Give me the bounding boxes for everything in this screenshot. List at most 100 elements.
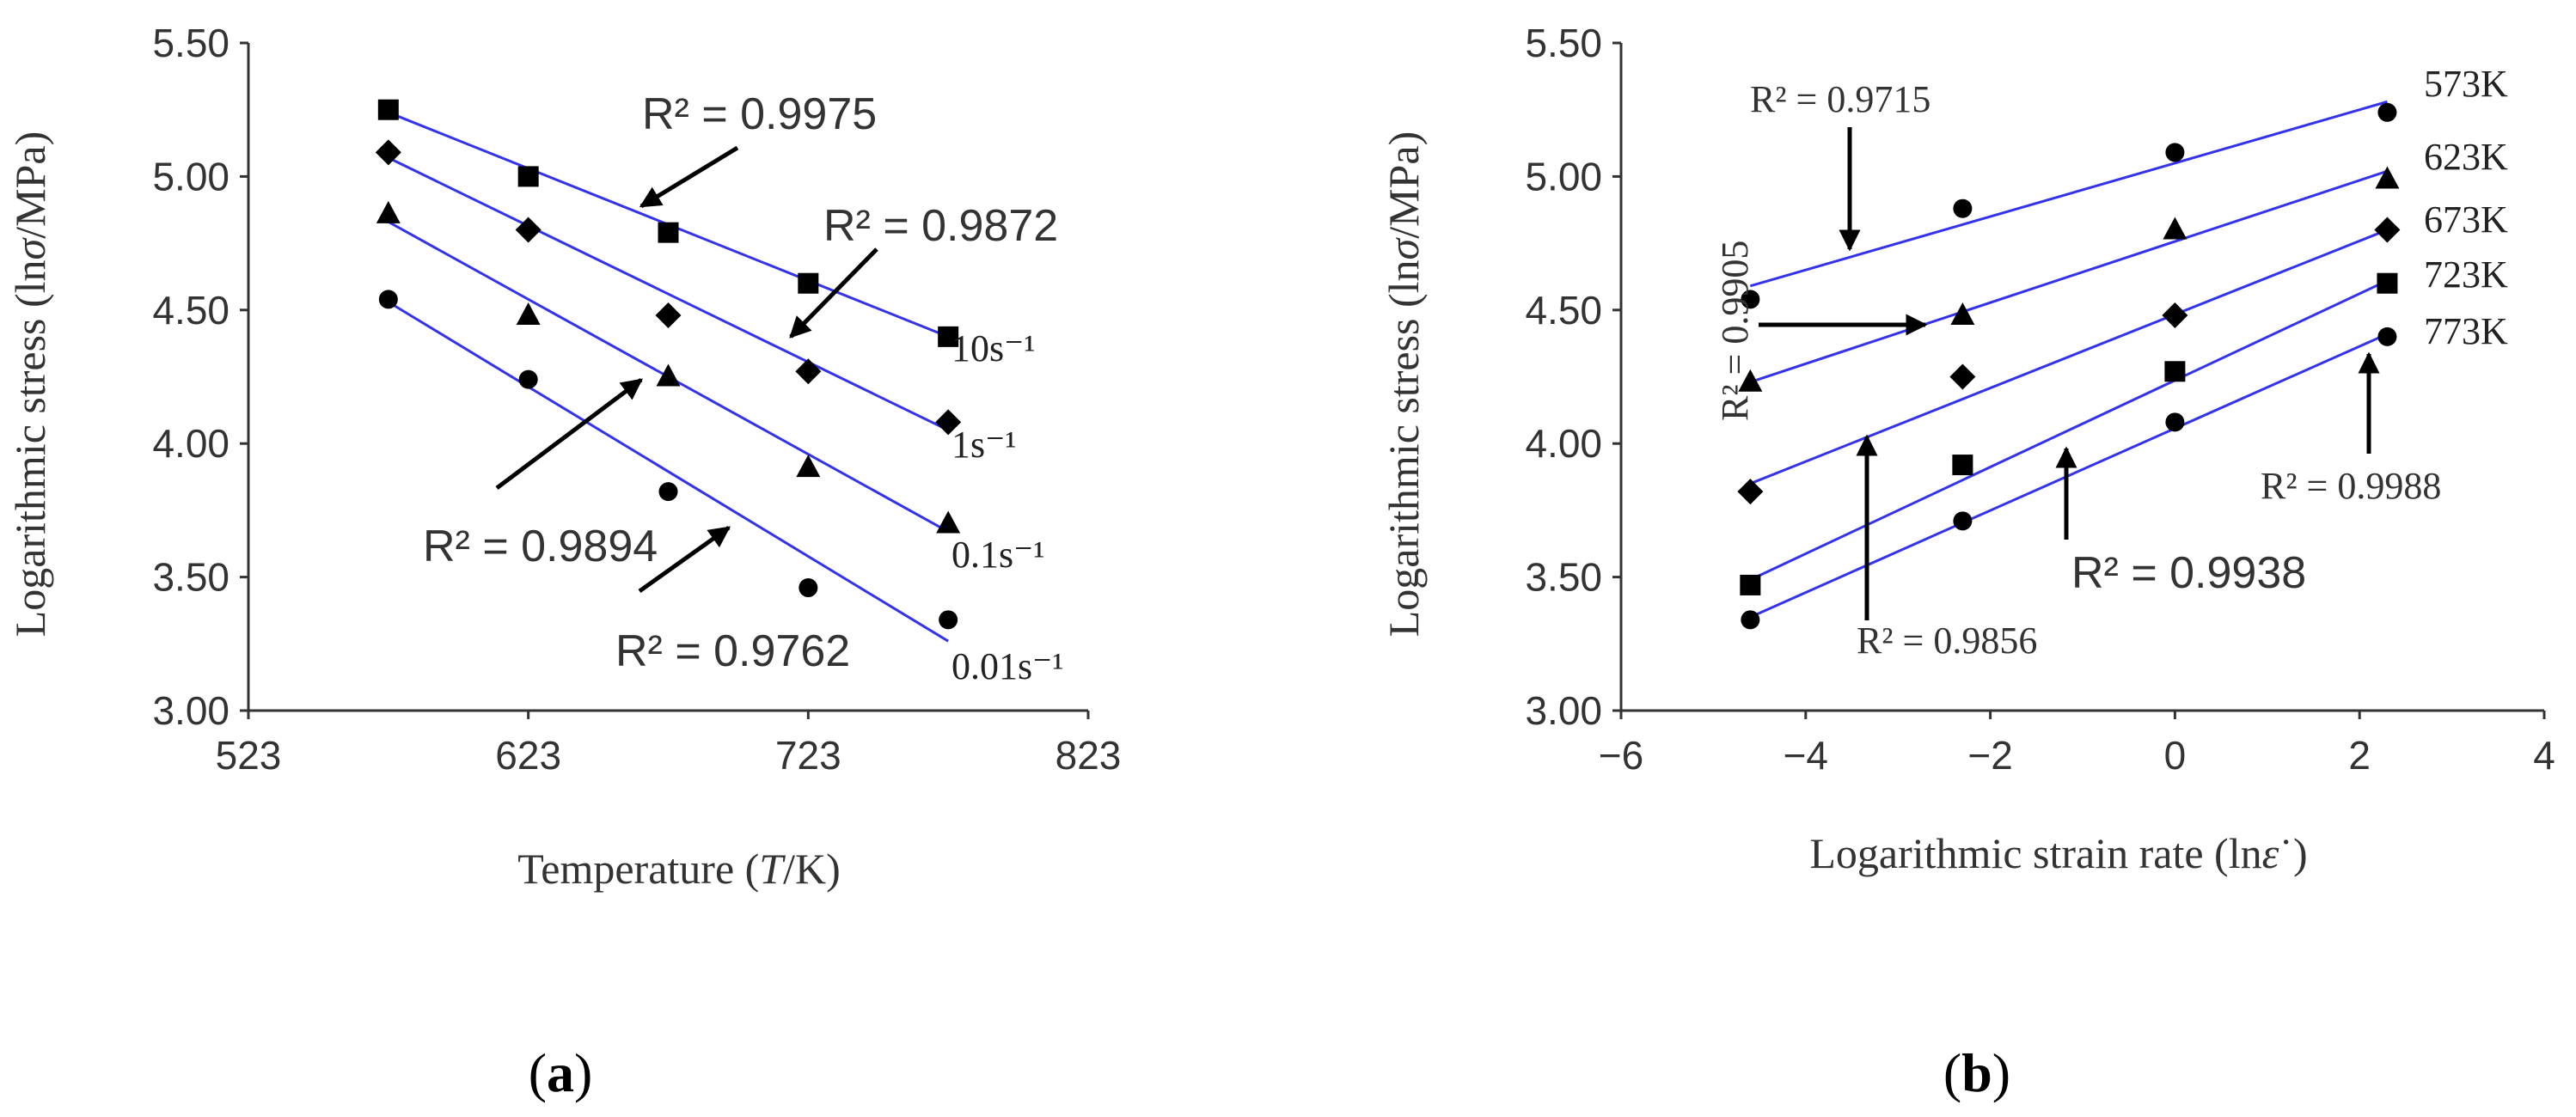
chart-a-series-label-10: 10s⁻¹ [951, 327, 1036, 369]
chart-b-ticks: 3.00 3.50 4.00 4.50 5.00 5.50 −6 −4 −2 0 2 4 [1525, 21, 2555, 778]
chart-a-point-1s [375, 139, 401, 166]
chart-b-point-623k [1950, 302, 1975, 326]
chart-a-point-1s [655, 302, 682, 329]
chart-a-point-0-01s [518, 369, 538, 389]
chart-a-annotation-arrows [495, 145, 878, 594]
chart-a-point-1s [935, 409, 962, 436]
chart-b-y-tick-label: 3.00 [1525, 688, 1602, 733]
chart-b-r2-0-9856: R² = 0.9856 [1857, 620, 2037, 662]
chart-a-point-0-1s [656, 363, 681, 387]
chart-b-x-tick-label: 0 [2164, 733, 2187, 778]
chart-a-x-tick-label: 823 [1055, 733, 1122, 778]
chart-b-point-623k [1738, 369, 1763, 392]
chart-a-y-tick-label: 3.50 [152, 555, 229, 600]
chart-b: 3.00 3.50 4.00 4.50 5.00 5.50 −6 −4 −2 0 2 4 573K 6… [1380, 21, 2555, 1103]
chart-a-point-0-1s [936, 510, 961, 534]
chart-b-fit-line-673k [1749, 229, 2388, 485]
chart-a-arrow-0-9762 [638, 525, 731, 594]
chart-b-point-673k [2162, 302, 2188, 329]
chart-a-x-tick-label: 523 [216, 733, 282, 778]
chart-b-y-tick-label: 4.50 [1525, 288, 1602, 333]
chart-b-point-573k [2165, 143, 2185, 162]
chart-a-points [375, 99, 962, 630]
chart-a-point-0-1s [516, 302, 541, 326]
chart-a-point-10s [938, 326, 959, 347]
chart-b-x-tick-label: 4 [2533, 733, 2555, 778]
chart-a-r2-0-9872: R² = 0.9872 [823, 201, 1058, 251]
chart-b-r2-0-9938: R² = 0.9938 [2071, 548, 2306, 598]
chart-b-axes [1619, 43, 2544, 712]
chart-b-x-tick-label: −6 [1599, 733, 1643, 778]
chart-b-caption: (b) [1943, 1042, 2010, 1103]
chart-b-x-tick-label: −4 [1784, 733, 1828, 778]
chart-a-arrow-0-9894 [495, 378, 643, 490]
chart-a-series-label-0-1: 0.1s⁻¹ [951, 534, 1045, 576]
chart-b-y-axis-title: Logarithmic stress (lnσ/MPa) [1380, 131, 1428, 637]
chart-b-point-723k [1952, 455, 1973, 476]
chart-a-y-tick-label: 5.00 [152, 154, 229, 198]
chart-b-x-tick-label: 2 [2348, 733, 2371, 778]
chart-a-x-tick-label: 723 [775, 733, 841, 778]
chart-a-point-0-1s [796, 455, 821, 478]
chart-a-point-0-01s [658, 482, 678, 502]
chart-b-point-773k [2377, 327, 2397, 346]
chart-a-x-tick-label: 623 [495, 733, 561, 778]
chart-b-r2-0-9905: R² = 0.9905 [1714, 241, 1756, 421]
chart-a-y-axis-title: Logarithmic stress (lnσ/MPa) [6, 131, 54, 637]
chart-b-r2-0-9988: R² = 0.9988 [2261, 465, 2441, 507]
chart-b-fit-lines [1749, 100, 2389, 619]
chart-a: 3.00 3.50 4.00 4.50 5.00 5.50 523 623 723 823 10s… [6, 21, 1121, 1103]
chart-a-ticks: 3.00 3.50 4.00 4.50 5.00 5.50 523 623 723 823 [152, 21, 1121, 778]
chart-b-fit-line-573k [1749, 100, 2388, 288]
chart-b-point-723k [1740, 574, 1761, 595]
chart-a-point-1s [515, 217, 542, 243]
chart-b-fit-line-723k [1749, 279, 2389, 582]
chart-b-point-623k [2375, 166, 2400, 189]
chart-a-caption: (a) [529, 1042, 593, 1103]
chart-b-point-673k [1949, 363, 1976, 390]
chart-b-annotation-arrows [1759, 127, 2380, 620]
chart-b-series-label-673k: 673K [2424, 198, 2508, 241]
chart-a-y-tick-label: 3.00 [152, 688, 229, 733]
chart-a-r2-0-9975: R² = 0.9975 [642, 89, 877, 139]
chart-a-point-10s [517, 166, 539, 187]
chart-b-point-723k [2377, 272, 2398, 294]
chart-b-point-573k [1741, 290, 1760, 309]
chart-b-point-573k [2377, 102, 2397, 122]
chart-b-x-tick-label: −2 [1967, 733, 2012, 778]
chart-b-y-tick-label: 4.00 [1525, 421, 1602, 466]
chart-a-point-10s [658, 222, 679, 243]
chart-a-point-0-01s [378, 290, 398, 309]
chart-a-y-tick-label: 4.50 [152, 288, 229, 333]
chart-a-y-tick-label: 4.00 [152, 421, 229, 466]
chart-b-x-axis-title: Logarithmic strain rate (lnε˙) [1809, 829, 2307, 877]
chart-b-point-673k [1737, 479, 1764, 505]
chart-b-series-label-773k: 773K [2424, 310, 2508, 352]
chart-b-series-label-573k: 573K [2424, 63, 2508, 105]
chart-b-point-773k [1741, 610, 1760, 630]
chart-a-r2-0-9762: R² = 0.9762 [615, 626, 850, 676]
chart-a-point-0-01s [798, 578, 818, 598]
chart-b-point-723k [2164, 361, 2186, 382]
chart-b-fit-line-623k [1749, 169, 2388, 384]
chart-b-point-573k [1953, 198, 1973, 218]
chart-b-y-tick-label: 5.00 [1525, 154, 1602, 198]
chart-b-points [1737, 102, 2401, 630]
chart-b-point-773k [2165, 412, 2185, 432]
chart-a-fit-line-1s [388, 156, 949, 432]
chart-a-series-label-0-01: 0.01s⁻¹ [951, 645, 1064, 687]
chart-b-y-tick-label: 5.50 [1525, 21, 1602, 65]
chart-a-point-0-01s [939, 610, 958, 630]
chart-b-series-label-623k: 623K [2424, 136, 2508, 178]
chart-b-y-tick-label: 3.50 [1525, 555, 1602, 600]
chart-a-series-label-1: 1s⁻¹ [951, 424, 1017, 466]
chart-b-point-773k [1953, 511, 1973, 531]
chart-a-x-axis-title: Temperature (T/K) [517, 845, 841, 893]
chart-b-r2-0-9715: R² = 0.9715 [1750, 78, 1930, 120]
chart-a-r2-0-9894: R² = 0.9894 [423, 522, 658, 571]
chart-a-point-1s [795, 358, 822, 385]
chart-b-series-label-723k: 723K [2424, 253, 2508, 296]
chart-a-point-10s [798, 272, 819, 294]
chart-a-axes [247, 43, 1088, 712]
